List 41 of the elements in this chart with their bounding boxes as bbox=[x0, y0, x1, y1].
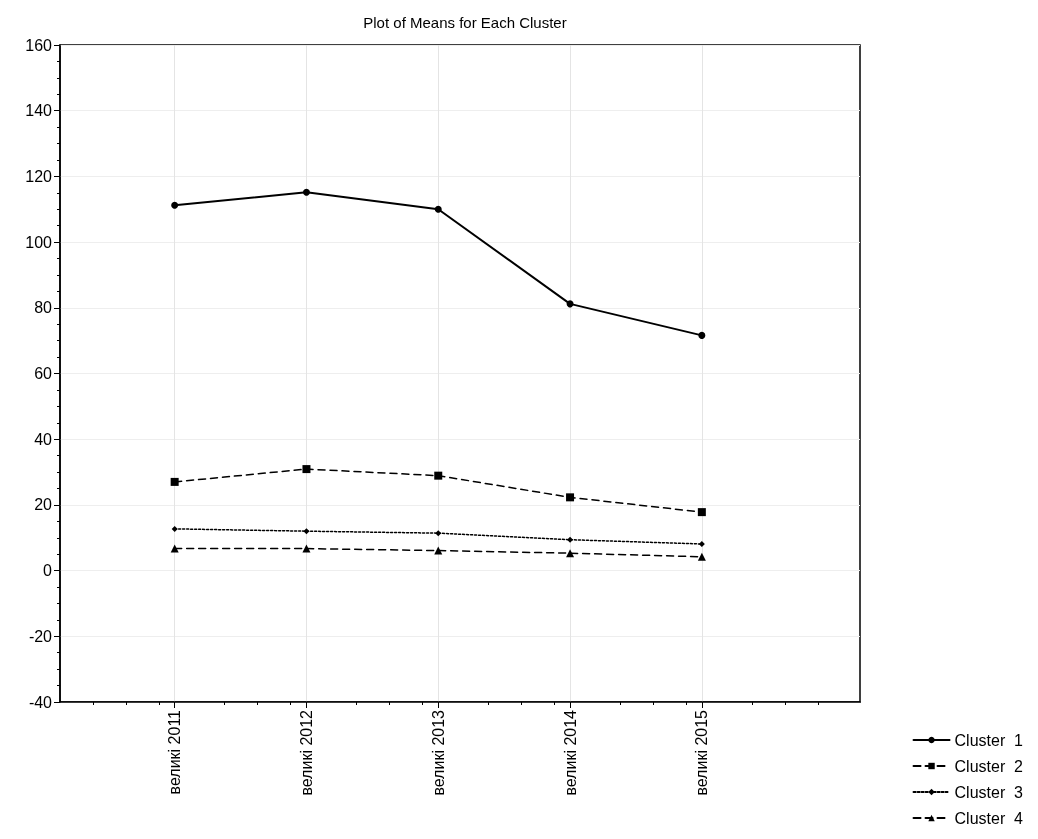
point bbox=[698, 540, 705, 547]
point bbox=[434, 546, 443, 555]
y-tick-label: 160 bbox=[25, 36, 53, 54]
point bbox=[434, 471, 443, 480]
legend-label: Cluster 3 bbox=[954, 783, 1024, 801]
y-tick-label: 0 bbox=[43, 562, 53, 580]
y-tick-label: 100 bbox=[25, 233, 53, 251]
point bbox=[698, 331, 706, 339]
point bbox=[567, 536, 574, 543]
point bbox=[171, 525, 178, 532]
point bbox=[302, 188, 310, 196]
point bbox=[302, 544, 311, 553]
y-tick-label: -20 bbox=[28, 627, 53, 645]
y-tick-label: -40 bbox=[28, 693, 53, 711]
x-tick-label: великі 2012 bbox=[297, 709, 315, 796]
legend-label: Cluster 2 bbox=[954, 757, 1024, 775]
point bbox=[566, 300, 574, 308]
y-tick-label: 140 bbox=[25, 102, 53, 120]
point bbox=[434, 205, 442, 213]
legend-label: Cluster 1 bbox=[954, 731, 1024, 749]
point bbox=[302, 465, 311, 474]
x-tick-label: великі 2011 bbox=[166, 709, 184, 795]
x-tick-label: великі 2015 bbox=[693, 709, 711, 796]
chart-title: Plot of Means for Each Cluster bbox=[363, 14, 567, 31]
x-tick-label: великі 2013 bbox=[429, 709, 447, 796]
y-tick-label: 60 bbox=[34, 365, 53, 382]
point bbox=[435, 530, 442, 537]
point bbox=[170, 544, 179, 553]
y-tick-label: 80 bbox=[34, 299, 53, 317]
legend-label: Cluster 4 bbox=[954, 809, 1024, 827]
point bbox=[566, 493, 575, 502]
point bbox=[170, 477, 179, 486]
point bbox=[697, 552, 706, 561]
point bbox=[697, 508, 706, 517]
y-tick-label: 40 bbox=[34, 430, 53, 448]
x-tick-label: великі 2014 bbox=[561, 709, 579, 796]
point bbox=[303, 528, 310, 535]
y-tick-label: 120 bbox=[25, 167, 53, 185]
point bbox=[566, 549, 575, 558]
point bbox=[171, 201, 179, 209]
y-tick-label: 20 bbox=[34, 496, 53, 514]
